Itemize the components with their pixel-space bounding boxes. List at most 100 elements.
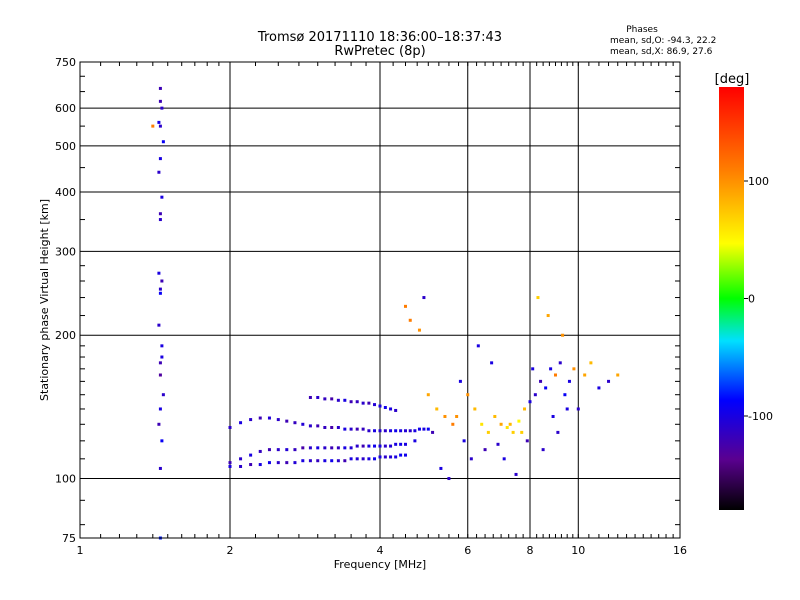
data-point	[480, 422, 484, 426]
data-point	[336, 446, 340, 450]
data-point	[349, 427, 353, 431]
data-point	[158, 287, 162, 291]
data-point	[486, 430, 490, 434]
y-tick-label: 75	[62, 532, 76, 545]
x-tick-label: 2	[227, 544, 234, 557]
data-point	[157, 422, 161, 426]
data-point	[355, 400, 359, 404]
plot-area-frame	[79, 61, 681, 539]
data-point	[301, 459, 305, 463]
data-point	[417, 427, 421, 431]
data-point	[514, 472, 518, 476]
colorbar-tick-label: -100	[748, 410, 773, 423]
data-point	[389, 444, 393, 448]
data-point	[361, 427, 365, 431]
data-point	[267, 416, 271, 420]
data-point	[249, 418, 253, 422]
data-point	[361, 457, 365, 461]
x-tick-label: 8	[527, 544, 534, 557]
data-point	[323, 459, 327, 463]
data-point	[316, 395, 320, 399]
data-point	[373, 403, 377, 407]
data-point	[394, 429, 398, 433]
data-point	[466, 393, 470, 397]
data-point	[285, 419, 289, 423]
chart-subtitle: RwPretec (8p)	[334, 44, 425, 59]
data-point	[607, 379, 611, 383]
data-point	[394, 408, 398, 412]
data-point	[157, 271, 161, 275]
data-point	[336, 398, 340, 402]
data-point	[161, 140, 165, 144]
data-point	[258, 416, 262, 420]
data-point	[308, 424, 312, 428]
data-point	[293, 421, 297, 425]
data-point	[496, 442, 500, 446]
data-point	[567, 379, 571, 383]
data-point	[476, 344, 480, 348]
data-point	[308, 395, 312, 399]
data-point	[469, 457, 473, 461]
data-point	[343, 459, 347, 463]
data-point	[551, 414, 555, 418]
data-point	[158, 291, 162, 295]
data-point	[367, 429, 371, 433]
data-point	[528, 400, 532, 404]
data-point	[158, 407, 162, 411]
data-point	[583, 373, 587, 377]
data-point	[343, 427, 347, 431]
data-point	[258, 463, 262, 467]
data-point	[565, 407, 569, 411]
data-point	[158, 373, 162, 377]
data-point	[160, 344, 164, 348]
data-point	[616, 373, 620, 377]
data-point	[160, 439, 164, 443]
x-tick-label: 4	[377, 544, 384, 557]
data-point	[399, 442, 403, 446]
data-point	[158, 124, 162, 128]
data-point	[413, 429, 417, 433]
data-point	[361, 444, 365, 448]
data-point	[399, 429, 403, 433]
data-point	[239, 457, 243, 461]
data-point	[323, 397, 327, 401]
data-point	[505, 425, 509, 429]
data-point	[408, 318, 412, 322]
data-point	[462, 439, 466, 443]
data-point	[553, 373, 557, 377]
data-point	[158, 99, 162, 103]
data-point	[276, 461, 280, 465]
data-point	[157, 323, 161, 327]
colorbar-label: [deg]	[715, 72, 750, 87]
data-point	[439, 466, 443, 470]
data-point	[520, 430, 524, 434]
data-point	[367, 457, 371, 461]
data-point	[323, 446, 327, 450]
data-point	[258, 449, 262, 453]
grid-lines	[80, 62, 680, 538]
data-point	[431, 430, 435, 434]
data-point	[556, 430, 560, 434]
data-point	[435, 407, 439, 411]
data-point	[589, 361, 593, 365]
data-point	[249, 463, 253, 467]
data-point	[422, 296, 426, 300]
data-point	[158, 86, 162, 90]
data-point	[511, 430, 515, 434]
data-point	[389, 407, 393, 411]
data-point	[502, 457, 506, 461]
data-point	[378, 429, 382, 433]
data-point	[160, 195, 164, 199]
data-point	[308, 446, 312, 450]
data-point	[157, 120, 161, 124]
y-tick-label: 200	[55, 329, 76, 342]
data-point	[383, 406, 387, 410]
data-point	[533, 393, 537, 397]
chart-title: Tromsø 20171110 18:36:00–18:37:43	[257, 30, 502, 45]
data-point	[267, 448, 271, 452]
data-point	[455, 414, 459, 418]
data-point	[539, 379, 543, 383]
scatter-points	[151, 86, 620, 540]
data-point	[373, 429, 377, 433]
